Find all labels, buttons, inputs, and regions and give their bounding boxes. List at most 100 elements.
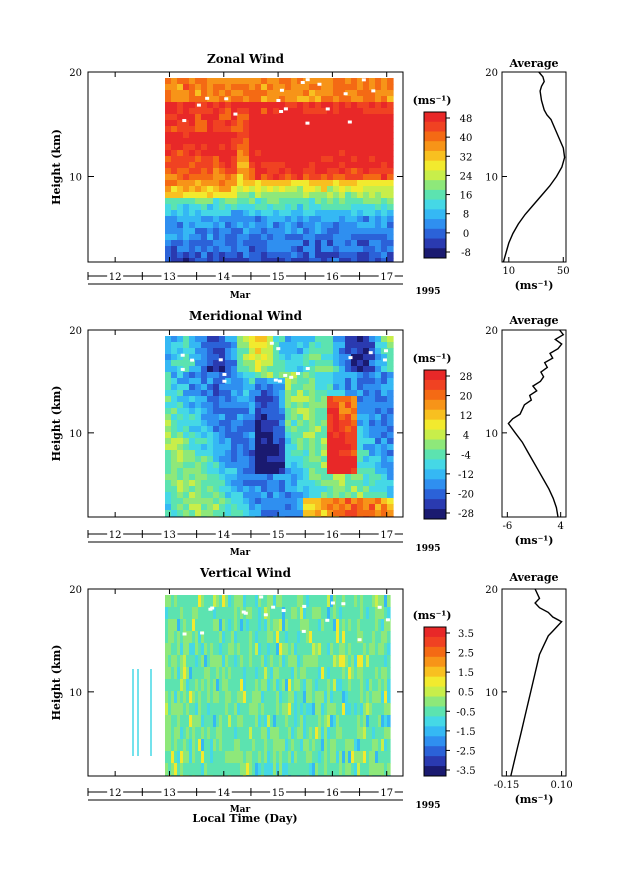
heatmap-cell [369, 120, 376, 127]
heatmap-cell [345, 168, 352, 175]
heatmap-cell [183, 192, 190, 199]
heatmap-cell [315, 258, 322, 262]
heatmap-cell [189, 456, 196, 463]
heatmap-cell [345, 192, 352, 199]
heatmap-cell [327, 504, 334, 511]
heatmap-cell [375, 234, 382, 241]
heatmap-cell [231, 378, 238, 385]
heatmap-cell [285, 480, 292, 487]
heatmap-cell [303, 462, 310, 469]
heatmap-cell [255, 246, 262, 253]
heatmap-cell [201, 492, 208, 499]
heatmap-cell [327, 114, 334, 121]
heatmap-cell [387, 384, 394, 391]
heatmap-cell [360, 703, 364, 716]
heatmap-cell [339, 396, 346, 403]
heatmap-cell [333, 504, 340, 511]
heatmap-cell [195, 432, 202, 439]
heatmap-cell [282, 727, 286, 740]
colorbar-tick-label: 0 [463, 229, 469, 240]
heatmap-cell [171, 168, 178, 175]
heatmap-cell [237, 252, 244, 259]
heatmap-cell [270, 751, 274, 764]
heatmap-cell [351, 198, 358, 205]
heatmap-cell [222, 739, 226, 752]
heatmap-cell [303, 144, 310, 151]
heatmap-cell [387, 480, 394, 487]
heatmap-cell [201, 378, 208, 385]
data-gap [222, 372, 227, 376]
heatmap-cell [207, 84, 214, 91]
heatmap-cell [345, 504, 352, 511]
heatmap-cell [225, 192, 232, 199]
heatmap-cell [171, 727, 175, 740]
heatmap-cell [225, 126, 232, 133]
heatmap-cell [327, 198, 334, 205]
heatmap-cell [183, 252, 190, 259]
heatmap-cell [201, 336, 208, 343]
heatmap-cell [309, 186, 316, 193]
heatmap-cell [195, 607, 199, 620]
heatmap-cell [264, 775, 268, 776]
heatmap-cell [321, 102, 328, 109]
heatmap-cell [285, 342, 292, 349]
heatmap-cell [285, 108, 292, 115]
x-tick-label: 16 [326, 530, 339, 541]
heatmap-cell [363, 198, 370, 205]
heatmap-cell [339, 228, 346, 235]
heatmap-cell [210, 667, 214, 680]
heatmap-cell [231, 114, 238, 121]
heatmap-cell [165, 114, 172, 121]
heatmap-cell [339, 775, 343, 776]
heatmap-cell [165, 703, 169, 716]
heatmap-cell [261, 126, 268, 133]
heatmap-cell [345, 126, 352, 133]
heatmap-cell [255, 108, 262, 115]
heatmap-cell [267, 108, 274, 115]
heatmap-cell [375, 498, 382, 505]
heatmap-cell [339, 78, 346, 85]
heatmap-cell [351, 655, 355, 668]
heatmap-cell [195, 90, 202, 97]
heatmap-cell [309, 180, 316, 187]
heatmap-cell [249, 667, 253, 680]
heatmap-cell [303, 486, 310, 493]
heatmap-cell [243, 96, 250, 103]
heatmap-cell [243, 715, 247, 728]
heatmap-cell [231, 486, 238, 493]
heatmap-cell [387, 468, 394, 475]
heatmap-cell [357, 450, 364, 457]
heatmap-cell [231, 504, 238, 511]
heatmap-cell [177, 150, 184, 157]
heatmap-cell [225, 228, 232, 235]
heatmap-cell [189, 138, 196, 145]
heatmap-cell [213, 751, 217, 764]
heatmap-cell [189, 679, 193, 692]
heatmap-cell [231, 174, 238, 181]
heatmap-cell [225, 390, 232, 397]
heatmap-cell [378, 643, 382, 656]
x-tick-label: 13 [163, 530, 176, 541]
colorbar-swatch [424, 228, 446, 240]
heatmap-cell [225, 336, 232, 343]
heatmap-cell [291, 366, 298, 373]
heatmap-cell [279, 384, 286, 391]
heatmap-cell [231, 216, 238, 223]
heatmap-cell [366, 775, 370, 776]
heatmap-cell [267, 751, 271, 764]
heatmap-cell [351, 408, 358, 415]
heatmap-cell [384, 643, 388, 656]
heatmap-cell [333, 408, 340, 415]
heatmap-cell [243, 390, 250, 397]
heatmap-cell [213, 655, 217, 668]
heatmap-cell [177, 498, 184, 505]
heatmap-cell [345, 228, 352, 235]
heatmap-cell [351, 216, 358, 223]
heatmap-cell [327, 703, 331, 716]
heatmap-cell [219, 655, 223, 668]
heatmap-cell [213, 480, 220, 487]
heatmap-cell [177, 631, 181, 644]
heatmap-cell [345, 408, 352, 415]
